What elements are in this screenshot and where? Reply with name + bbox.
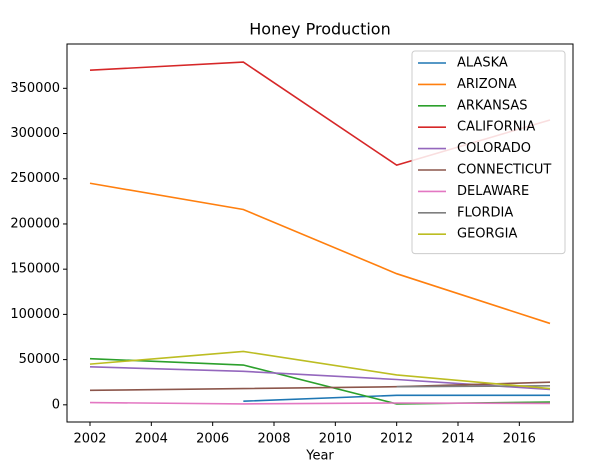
y-tick-label: 150000	[10, 262, 60, 277]
plot-frame	[66, 43, 574, 423]
y-tick-label: 50000	[19, 352, 60, 367]
y-tick-label: 100000	[10, 307, 60, 322]
y-tick-label: 200000	[10, 216, 60, 231]
x-tick-label: 2006	[196, 432, 229, 447]
x-tick-label: 2008	[257, 432, 290, 447]
x-tick-label: 2012	[380, 432, 413, 447]
legend-label: CALIFORNIA	[457, 120, 535, 135]
chart-title: Honey Production	[249, 20, 390, 39]
series-line	[243, 394, 550, 403]
series-line	[89, 350, 551, 390]
x-tick-label: 2002	[73, 432, 106, 447]
legend-label: ALASKA	[457, 56, 508, 71]
series-line	[89, 182, 551, 325]
x-tick-label: 2004	[135, 432, 168, 447]
x-axis-label: Year	[305, 449, 334, 460]
legend-label: CONNECTICUT	[457, 163, 551, 178]
y-tick-label: 350000	[10, 81, 60, 96]
x-tick-label: 2010	[319, 432, 352, 447]
x-tick-label: 2014	[441, 432, 474, 447]
legend-label: ARIZONA	[457, 77, 517, 92]
legend-label: GEORGIA	[457, 227, 517, 242]
series-line	[89, 357, 551, 405]
y-tick-label: 0	[52, 397, 60, 412]
series-line	[89, 381, 551, 392]
legend-label: ARKANSAS	[457, 98, 527, 113]
x-tick-label: 2016	[503, 432, 536, 447]
y-tick-label: 300000	[10, 126, 60, 141]
y-tick-label: 250000	[10, 171, 60, 186]
legend-label: FLORDIA	[457, 205, 513, 220]
series-line	[89, 401, 551, 405]
legend-label: COLORADO	[457, 141, 531, 156]
legend-label: DELAWARE	[457, 184, 529, 199]
legend-box	[411, 50, 566, 255]
